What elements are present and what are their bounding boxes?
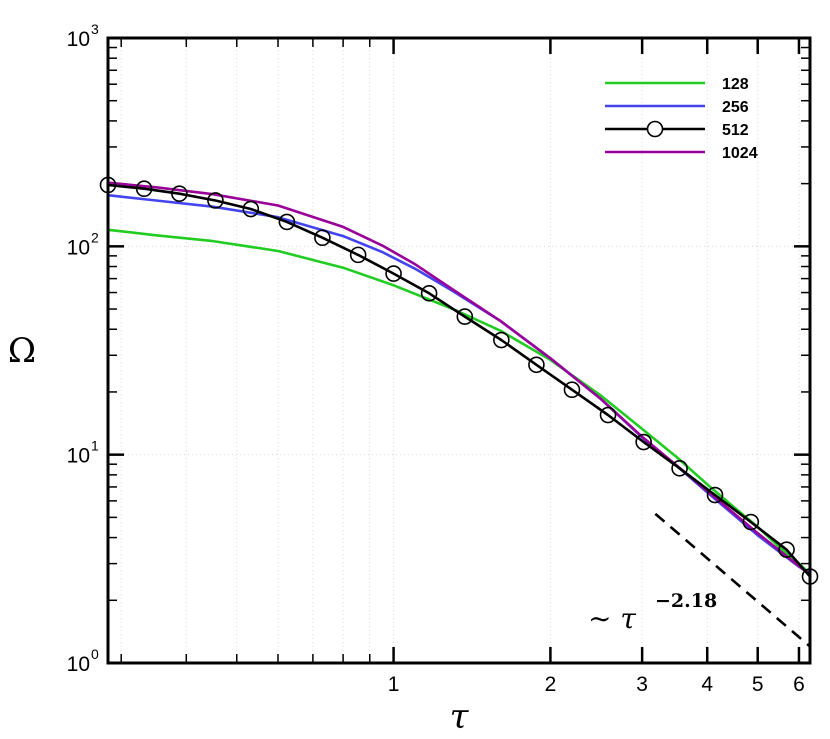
legend-label-512: 512 [722,122,749,139]
data-point-512 [456,308,474,325]
major-ticks [108,36,810,665]
legend-item-1024: 1024 [605,145,758,162]
legend-item-256: 256 [605,99,749,116]
legend-label-128: 128 [722,76,749,93]
data-point-512 [778,541,795,558]
y-tick-exponent: 2 [91,229,99,245]
y-tick-base: 10 [67,653,90,676]
data-point-512 [314,229,331,247]
y-tick-base: 10 [67,445,90,468]
data-point-512 [563,381,581,399]
data-point-512 [493,331,510,349]
x-tick-labels: 1 2 3 4 5 6 [388,673,805,696]
legend-marker-512 [646,120,664,138]
data-point-512 [207,192,224,209]
x-axis-title: τ [450,697,470,737]
data-point-512 [635,433,652,451]
x-tick-label: 5 [752,673,764,696]
legend-label-256: 256 [722,99,749,116]
reference-dashed-line [654,512,811,648]
data-point-512 [599,406,617,424]
x-tick-label: 6 [793,673,805,696]
plot-frame [106,36,812,665]
series-layer [99,176,819,585]
reference-line-layer [654,512,811,648]
y-tick-label: 10 3 [67,21,99,51]
y-tick-base: 10 [67,236,90,259]
legend-item-512: 512 [605,120,749,139]
y-tick-label: 10 0 [67,646,99,676]
y-axis-title: Ω [8,331,36,371]
data-point-512 [420,285,438,302]
x-tick-label: 2 [545,673,557,696]
y-tick-exponent: 1 [91,438,99,454]
reference-line-label: ∼ τ −2.18 [588,590,717,635]
y-tick-label: 10 1 [67,438,99,468]
reference-label-exponent: −2.18 [655,590,717,612]
x-tick-label: 4 [701,673,713,696]
legend: 128 256 512 1024 [605,76,758,162]
data-point-512 [528,356,545,374]
data-point-512 [742,513,760,531]
y-tick-label: 10 2 [67,229,99,259]
data-point-512 [385,265,402,282]
data-point-512 [671,460,688,477]
y-tick-exponent: 0 [91,646,99,662]
reference-label-text: ∼ τ [588,602,636,635]
data-point-512 [171,185,188,202]
data-point-512 [242,200,260,218]
data-point-512 [278,213,296,231]
x-tick-label: 1 [388,673,400,696]
data-point-512 [135,180,153,198]
data-point-512 [349,246,367,264]
legend-item-128: 128 [605,76,749,93]
data-point-512 [706,486,724,504]
y-tick-base: 10 [67,28,90,51]
y-tick-exponent: 3 [91,21,99,37]
x-tick-label: 3 [636,673,648,696]
series-line-512 [107,183,811,578]
legend-label-1024: 1024 [722,145,758,162]
